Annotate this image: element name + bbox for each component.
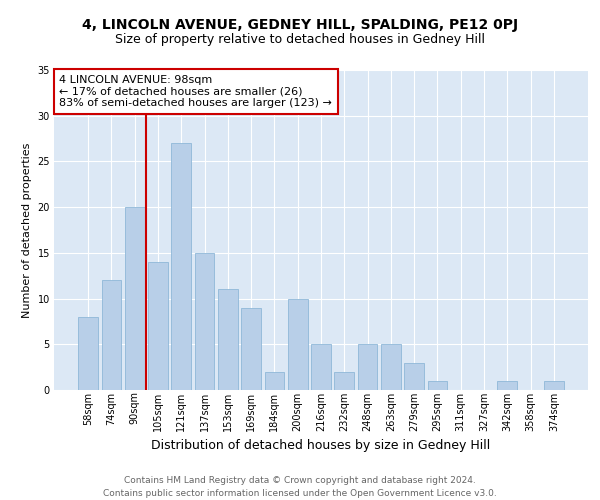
X-axis label: Distribution of detached houses by size in Gedney Hill: Distribution of detached houses by size … bbox=[151, 439, 491, 452]
Bar bbox=[497, 381, 517, 390]
Bar bbox=[101, 280, 121, 390]
Bar bbox=[311, 344, 331, 390]
Text: 4 LINCOLN AVENUE: 98sqm
← 17% of detached houses are smaller (26)
83% of semi-de: 4 LINCOLN AVENUE: 98sqm ← 17% of detache… bbox=[59, 75, 332, 108]
Text: Contains HM Land Registry data © Crown copyright and database right 2024.
Contai: Contains HM Land Registry data © Crown c… bbox=[103, 476, 497, 498]
Bar bbox=[381, 344, 401, 390]
Bar bbox=[265, 372, 284, 390]
Text: Size of property relative to detached houses in Gedney Hill: Size of property relative to detached ho… bbox=[115, 32, 485, 46]
Bar bbox=[218, 290, 238, 390]
Y-axis label: Number of detached properties: Number of detached properties bbox=[22, 142, 32, 318]
Bar bbox=[125, 207, 145, 390]
Bar bbox=[334, 372, 354, 390]
Bar bbox=[78, 317, 98, 390]
Bar bbox=[288, 298, 308, 390]
Bar bbox=[428, 381, 448, 390]
Bar bbox=[172, 143, 191, 390]
Bar bbox=[194, 253, 214, 390]
Bar bbox=[404, 362, 424, 390]
Bar bbox=[358, 344, 377, 390]
Bar bbox=[148, 262, 168, 390]
Bar bbox=[544, 381, 564, 390]
Text: 4, LINCOLN AVENUE, GEDNEY HILL, SPALDING, PE12 0PJ: 4, LINCOLN AVENUE, GEDNEY HILL, SPALDING… bbox=[82, 18, 518, 32]
Bar bbox=[241, 308, 261, 390]
